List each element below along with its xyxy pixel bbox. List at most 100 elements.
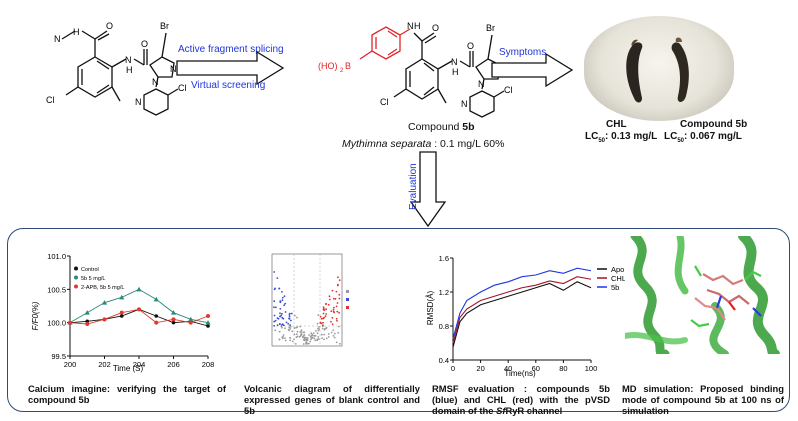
x-tick-label: 20 (476, 364, 484, 373)
volcano-point (303, 334, 306, 336)
rmsd-y-label: RMSD(Å) (426, 291, 435, 326)
atom-label: N (125, 55, 132, 65)
volcano-point (288, 315, 291, 318)
volcano-point (294, 343, 297, 345)
data-point (119, 314, 124, 318)
volcano-point (287, 322, 290, 325)
volcano-point (322, 324, 324, 326)
volcano-point (337, 283, 339, 286)
md-binding-mode-image (625, 236, 785, 354)
volcano-point (309, 340, 311, 343)
volcano-point (314, 334, 317, 337)
volcano-point (317, 329, 320, 332)
larvae-illustration (626, 37, 689, 103)
volcano-points (273, 271, 341, 345)
calcium-caption: Calcium imagine: verifying the target of… (28, 383, 226, 405)
volcano-point (299, 331, 302, 333)
atom-label: Cl (380, 97, 389, 107)
volcano-point (306, 339, 309, 341)
volcano-point (302, 343, 305, 345)
legend-marker (74, 284, 78, 289)
data-point (85, 322, 90, 326)
volcano-point (325, 308, 327, 311)
atom-label: O (141, 39, 148, 49)
volcano-point (336, 310, 339, 313)
volcano-point (336, 302, 339, 304)
series-line-chl (452, 276, 592, 344)
x-tick-label: 206 (167, 360, 180, 369)
photo-left-name: CHL (606, 119, 627, 130)
volcano-point (315, 330, 317, 332)
y-tick-label: 99.5 (51, 352, 66, 361)
arrow-label-evaluation: Evaluation (408, 163, 419, 210)
volcano-point (332, 297, 335, 300)
legend-label: 2-APB, 5b 5 mg/L (81, 285, 124, 291)
volcano-point (310, 332, 313, 335)
volcano-point (293, 327, 296, 329)
volcano-point (273, 306, 275, 309)
volcano-point (325, 337, 328, 340)
volcano-point (289, 328, 292, 330)
volcano-point (335, 341, 338, 344)
volcano-point (279, 315, 281, 318)
atom-label: Cl (504, 85, 513, 95)
atom-label: H (73, 27, 80, 37)
data-point (119, 310, 124, 315)
volcano-point (331, 289, 334, 292)
x-tick-label: 200 (64, 360, 77, 369)
volcano-point (282, 324, 285, 327)
legend-label: CHL (611, 274, 625, 283)
data-point (119, 294, 125, 300)
volcano-point (296, 335, 299, 338)
volcano-point (291, 340, 294, 343)
volcano-point (284, 311, 287, 313)
data-point (171, 320, 176, 325)
data-point (102, 317, 107, 322)
volcano-point (281, 291, 283, 293)
y-tick-label: 0.8 (439, 322, 449, 331)
volcano-point (321, 337, 323, 339)
volcano-point (293, 314, 296, 317)
volcano-legend (346, 290, 349, 309)
volcano-point (332, 329, 335, 331)
volcano-point (335, 317, 338, 320)
volcano-point (311, 333, 314, 336)
volcano-point (338, 311, 340, 314)
volcano-point (325, 313, 328, 315)
volcano-point (328, 295, 331, 298)
volcano-point (273, 314, 276, 317)
volcano-point (332, 335, 335, 337)
volcano-point (282, 334, 285, 336)
volcano-point (284, 339, 287, 342)
volcano-point (277, 317, 280, 320)
volcano-point (290, 312, 293, 315)
atom-label: Cl (178, 83, 187, 93)
volcano-point (327, 336, 330, 338)
volcano-point (279, 323, 281, 325)
y-tick-label: 1.6 (439, 254, 449, 263)
larvae-photo (584, 16, 734, 121)
volcano-point (323, 316, 325, 319)
volcano-point (323, 338, 325, 341)
y-tick-label: 101.0 (47, 252, 66, 261)
x-tick-label: 100 (585, 364, 598, 373)
x-tick-label: 202 (98, 360, 111, 369)
legend-label: 5b 5 mg/L (81, 276, 105, 282)
volcano-point (332, 308, 335, 311)
photo-right-name: Compound 5b (680, 119, 748, 130)
volcano-point (312, 332, 315, 334)
volcano-point (289, 325, 292, 328)
volcano-point (321, 327, 324, 330)
volcano-point (333, 332, 336, 335)
volcano-point (273, 320, 276, 323)
volcano-point (281, 312, 283, 315)
volcano-point (310, 337, 313, 340)
y-tick-label: 100.0 (47, 319, 66, 328)
volcano-point (281, 326, 283, 329)
volcano-point (310, 335, 312, 337)
atom-label: O (106, 21, 113, 31)
volcano-point (307, 342, 310, 345)
volcano-point (295, 333, 298, 335)
series-line-apo (452, 281, 592, 348)
arrow-label-virtual-screening: Virtual screening (191, 80, 266, 91)
